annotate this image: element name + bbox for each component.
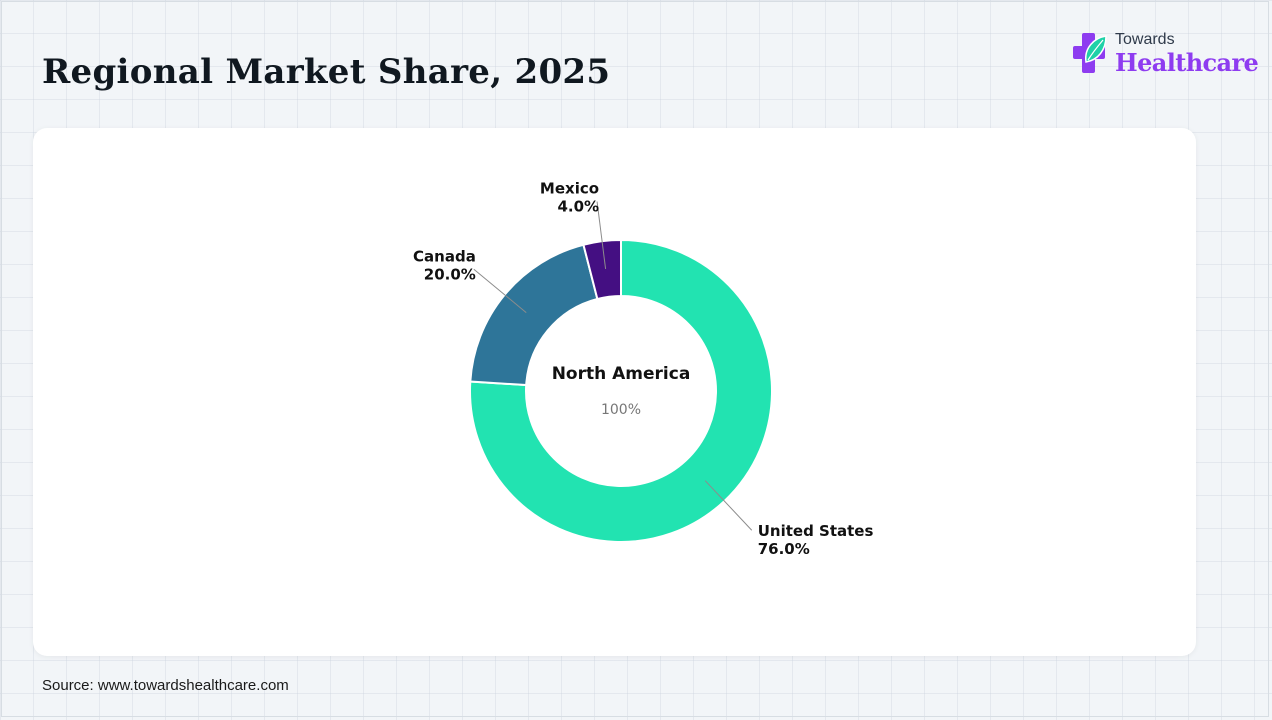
brand-top-text: Towards (1115, 31, 1175, 48)
brand-logo: Towards Healthcare (1070, 30, 1259, 82)
slice-mexico (582, 238, 622, 301)
leader-line-united-states (704, 480, 753, 531)
leader-lines (473, 201, 753, 531)
slice-value-united-states: 76.0% (758, 540, 810, 558)
page-title: Regional Market Share, 2025 (42, 52, 611, 92)
center-value: 100% (601, 402, 641, 418)
slice-value-canada: 20.0% (424, 265, 476, 283)
slice-united-states (469, 238, 773, 543)
slice-value-mexico: 4.0% (557, 198, 599, 216)
brand-bottom-text: Healthcare (1115, 48, 1259, 77)
slice-label-mexico: Mexico (540, 180, 599, 198)
leader-line-canada (473, 268, 527, 313)
donut-slices (469, 238, 773, 543)
leader-line-mexico (596, 201, 607, 270)
source-note: Source: www.towardshealthcare.com (42, 677, 289, 694)
chart-card: United States 76.0% Canada 20.0% Mexico 4.0% … (33, 128, 1196, 656)
slice-label-canada: Canada (413, 247, 476, 265)
center-label: North America (552, 364, 691, 384)
donut-chart: United States76.0%Canada20.0%Mexico4.0% … (413, 180, 873, 559)
medical-cross-leaf-icon (1073, 33, 1107, 73)
slice-label-united-states: United States (758, 522, 874, 540)
